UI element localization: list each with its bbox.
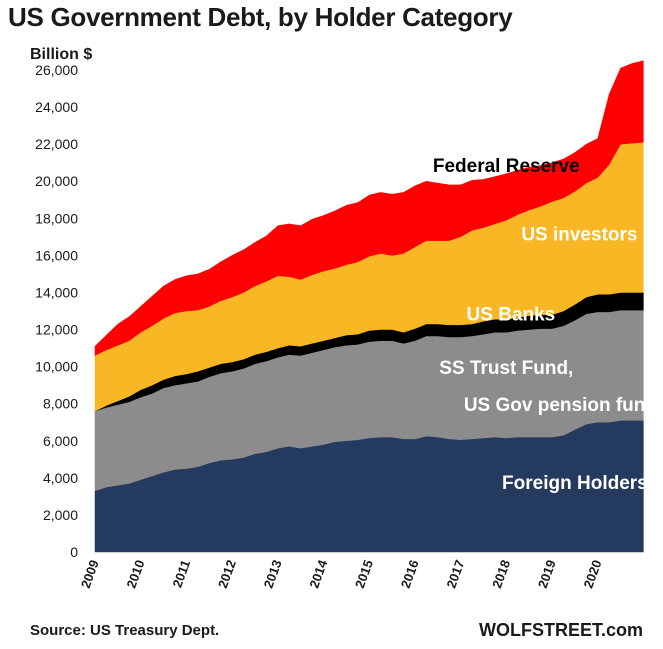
x-tick-label: 2010 (124, 558, 148, 590)
y-tick-label: 12,000 (35, 322, 78, 338)
x-tick-label: 2014 (306, 557, 330, 590)
y-tick-label: 10,000 (35, 359, 78, 375)
y-tick-label: 6,000 (43, 433, 78, 449)
y-tick-label: 20,000 (35, 173, 78, 189)
x-tick-label: 2013 (261, 558, 285, 590)
y-tick-label: 26,000 (35, 62, 78, 78)
x-tick-label: 2019 (535, 558, 559, 590)
source-note: Source: US Treasury Dept. (30, 622, 220, 639)
y-tick-label: 2,000 (43, 507, 78, 523)
area-federal-reserve (94, 60, 644, 356)
series-label: Federal Reserve (433, 156, 580, 177)
brand-logo-text: WOLFSTREET.com (478, 620, 643, 640)
y-axis: 0 2,000 4,000 6,000 8,000 10,000 12,000 14,000 1… (35, 62, 78, 560)
y-tick-label: 24,000 (35, 99, 78, 115)
series-labels: Federal Reserve US investors US Banks SS Tr… (433, 156, 663, 494)
y-tick-label: 8,000 (43, 396, 78, 412)
x-tick-label: 2012 (215, 558, 239, 590)
series-label: US Banks (467, 304, 556, 325)
x-tick-label: 2020 (581, 558, 605, 590)
area-layers (94, 60, 644, 553)
x-tick-label: 2018 (489, 558, 513, 590)
y-tick-label: 14,000 (35, 284, 78, 300)
y-tick-label: 22,000 (35, 136, 78, 152)
series-label: US investors (521, 225, 637, 246)
y-tick-label: 18,000 (35, 210, 78, 226)
x-tick-label: 2015 (352, 558, 376, 590)
y-tick-label: 4,000 (43, 470, 78, 486)
y-tick-label: 16,000 (35, 247, 78, 263)
y-tick-label: 0 (70, 544, 78, 560)
series-label: Foreign Holders (502, 473, 648, 494)
x-axis: 2009 2010 2011 2012 2013 2014 2015 2016 2017 2018… (78, 557, 605, 590)
chart-title: US Government Debt, by Holder Category (8, 2, 513, 32)
x-tick-label: 2017 (443, 558, 467, 590)
series-label: SS Trust Fund, (439, 358, 573, 379)
x-tick-label: 2011 (169, 558, 193, 590)
x-tick-label: 2009 (78, 558, 102, 590)
y-axis-unit: Billion $ (30, 46, 93, 63)
series-label: US Gov pension funds (464, 395, 663, 416)
x-tick-label: 2016 (398, 558, 422, 590)
